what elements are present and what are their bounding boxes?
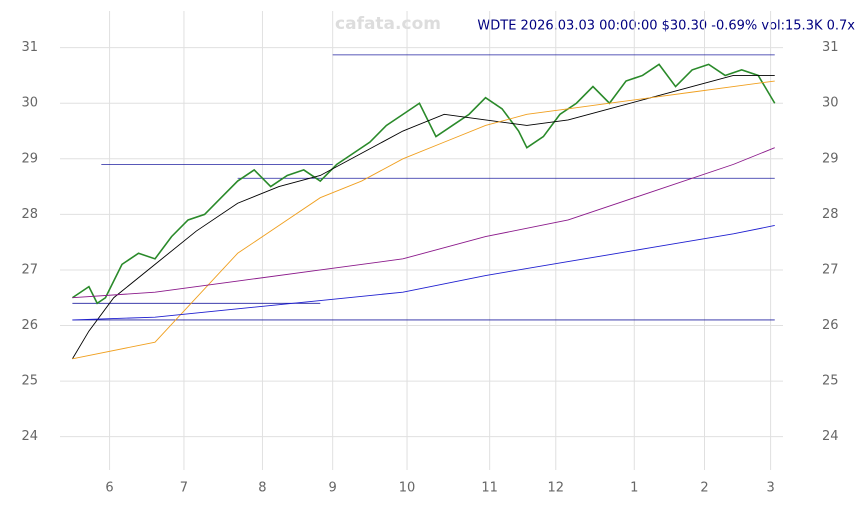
y-tick-label-right: 24 [822, 429, 839, 444]
y-tick-label: 24 [21, 429, 38, 444]
x-tick-label: 1 [630, 481, 638, 496]
y-tick-label: 25 [21, 374, 38, 389]
x-tick-label: 11 [481, 481, 498, 496]
x-tick-label: 3 [766, 481, 774, 496]
x-tick-label: 9 [329, 481, 337, 496]
series-line [72, 80, 775, 360]
series-line [72, 147, 775, 299]
y-tick-label-right: 25 [822, 374, 839, 389]
y-tick-label: 30 [21, 96, 38, 111]
x-tick-label: 6 [105, 481, 113, 496]
series-line [72, 75, 775, 360]
x-tick-label: 8 [258, 481, 266, 496]
y-tick-label: 29 [21, 151, 38, 166]
y-tick-label-right: 27 [822, 262, 839, 277]
y-tick-label-right: 29 [822, 151, 839, 166]
y-tick-label: 31 [21, 40, 38, 55]
y-tick-label-right: 31 [822, 40, 839, 55]
watermark: cafata.com [335, 14, 441, 34]
y-tick-label: 26 [21, 318, 38, 333]
x-tick-label: 12 [547, 481, 564, 496]
x-tick-label: 10 [399, 481, 416, 496]
chart-title: WDTE 2026.03.03 00:00:00 $30.30 -0.69% v… [477, 19, 855, 34]
x-tick-label: 7 [180, 481, 188, 496]
y-tick-label: 27 [21, 262, 38, 277]
series-line [72, 225, 775, 321]
y-tick-label: 28 [21, 207, 38, 222]
y-tick-label-right: 30 [822, 96, 839, 111]
y-tick-label-right: 26 [822, 318, 839, 333]
x-tick-label: 2 [700, 481, 708, 496]
y-tick-label-right: 28 [822, 207, 839, 222]
series-line [71, 63, 776, 305]
